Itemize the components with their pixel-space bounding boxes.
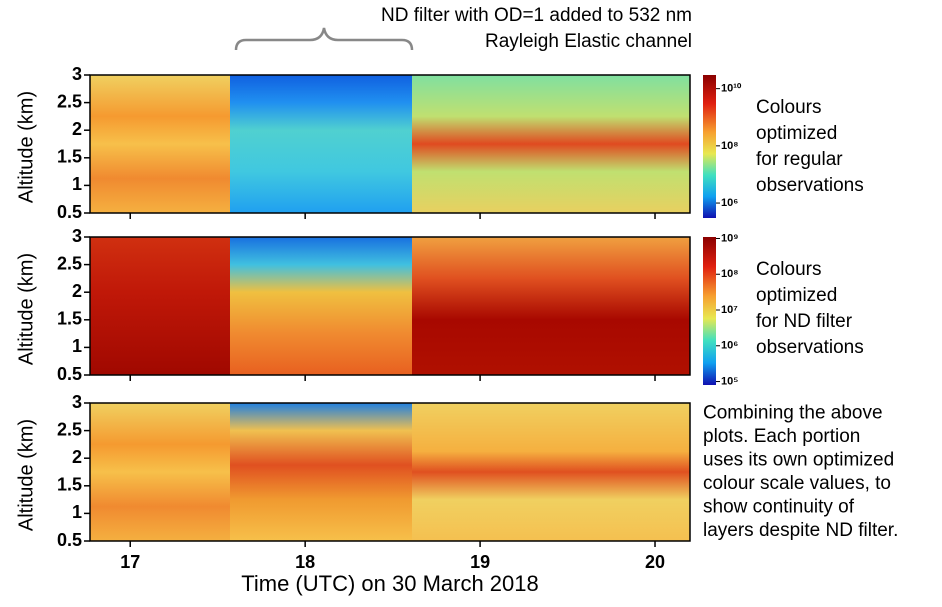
annotation: ND filter with OD=1 added to 532 nm [381, 5, 692, 26]
colorbar [703, 237, 716, 385]
note: show continuity of [703, 496, 855, 517]
plot-frame [89, 402, 691, 542]
y-tick-label: 1.5 [57, 475, 82, 495]
y-tick-label: 2.5 [57, 253, 82, 273]
y-tick-label: 1 [72, 502, 82, 522]
y-tick-label: 1.5 [57, 309, 82, 329]
note: uses its own optimized [703, 449, 894, 470]
note: layers despite ND filter. [703, 520, 898, 541]
x-tick-label: 18 [295, 552, 315, 572]
y-axis-label: Altitude (km) [15, 419, 37, 531]
y-tick-label: 2 [72, 447, 82, 467]
y-tick-label: 3 [72, 226, 82, 246]
note: observations [756, 175, 864, 196]
y-tick-label: 3 [72, 64, 82, 84]
x-axis-label: Time (UTC) on 30 March 2018 [241, 571, 539, 596]
colorbar-tick-label: 10⁸ [721, 140, 738, 152]
note: Combining the above [703, 402, 883, 423]
heatmap-image [90, 75, 690, 541]
note: Colours [756, 97, 821, 118]
y-tick-label: 0.5 [57, 202, 82, 222]
x-tick-label: 19 [470, 552, 490, 572]
note: for ND filter [756, 311, 853, 332]
y-tick-label: 1.5 [57, 147, 82, 167]
colorbar-tick-label: 10⁷ [721, 304, 738, 316]
y-tick-label: 0.5 [57, 530, 82, 550]
x-tick-label: 20 [645, 552, 665, 572]
y-tick-label: 2.5 [57, 91, 82, 111]
y-tick-label: 3 [72, 392, 82, 412]
y-axis-label: Altitude (km) [15, 91, 37, 203]
plot-frame [89, 236, 691, 376]
y-tick-label: 1 [72, 336, 82, 356]
note: colour scale values, to [703, 473, 891, 494]
y-tick-label: 2 [72, 281, 82, 301]
colorbar-tick-label: 10⁵ [721, 375, 738, 387]
note: for regular [756, 149, 843, 170]
colorbar-tick-label: 10⁶ [721, 197, 738, 209]
note: plots. Each portion [703, 426, 860, 447]
brace [234, 27, 414, 51]
y-tick-label: 0.5 [57, 364, 82, 384]
colorbar-tick-label: 10¹⁰ [721, 83, 742, 95]
colorbar-tick-label: 10⁶ [721, 340, 738, 352]
colorbar-tick-label: 10⁸ [721, 268, 738, 280]
annotation: Rayleigh Elastic channel [485, 31, 692, 52]
y-tick-label: 2 [72, 119, 82, 139]
colorbar-tick-label: 10⁹ [721, 232, 738, 244]
colorbar [703, 75, 716, 218]
y-tick-label: 2.5 [57, 419, 82, 439]
note: Colours [756, 259, 821, 280]
note: optimized [756, 123, 837, 144]
y-tick-label: 1 [72, 174, 82, 194]
y-axis-label: Altitude (km) [15, 253, 37, 365]
note: optimized [756, 285, 837, 306]
plot-frame [89, 74, 691, 214]
x-tick-label: 17 [120, 552, 140, 572]
note: observations [756, 337, 864, 358]
